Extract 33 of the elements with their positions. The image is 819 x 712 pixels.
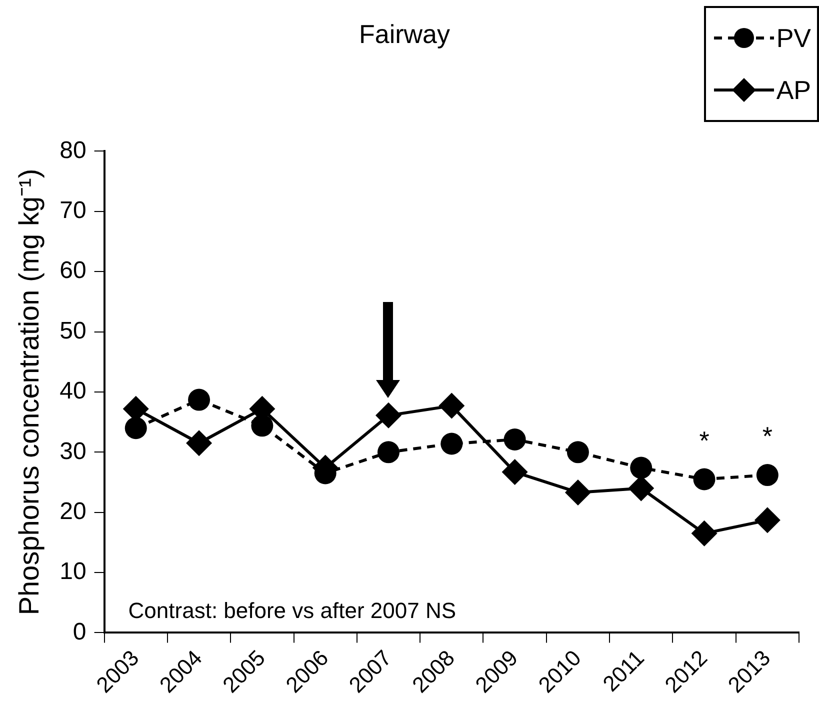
point: [564, 479, 591, 506]
y-tick-label: 0: [72, 618, 86, 646]
y-tick-label: 60: [60, 257, 86, 284]
annotation: *: [699, 425, 710, 456]
point: [438, 392, 465, 419]
point: [375, 402, 402, 428]
legend-label: AP: [776, 74, 811, 106]
point: [124, 417, 147, 440]
point: [693, 468, 716, 490]
point: [691, 520, 718, 546]
y-tick-label: 40: [60, 378, 86, 405]
y-tick-label: 20: [60, 498, 86, 525]
annotation: Contrast: before vs after 2007 NS: [128, 598, 456, 623]
point: [502, 459, 528, 486]
point: [251, 414, 274, 437]
y-tick-label: 70: [60, 197, 86, 224]
point: [754, 507, 780, 534]
point: [188, 388, 210, 411]
point: [756, 464, 778, 486]
point: [566, 441, 589, 464]
y-tick-label: 30: [60, 438, 86, 465]
legend-label: PV: [776, 22, 811, 54]
point: [377, 441, 400, 464]
point: [504, 428, 526, 451]
point: [440, 432, 463, 455]
y-tick-label: 10: [60, 558, 86, 586]
y-tick-label: 80: [60, 136, 86, 164]
annotation: *: [762, 421, 772, 452]
point: [630, 456, 652, 479]
point: [186, 430, 212, 456]
y-axis-title: Phosphorus concentration (mg kg⁻¹): [14, 168, 45, 616]
y-tick-label: 50: [60, 317, 86, 344]
chart-title: Fairway: [358, 18, 450, 49]
